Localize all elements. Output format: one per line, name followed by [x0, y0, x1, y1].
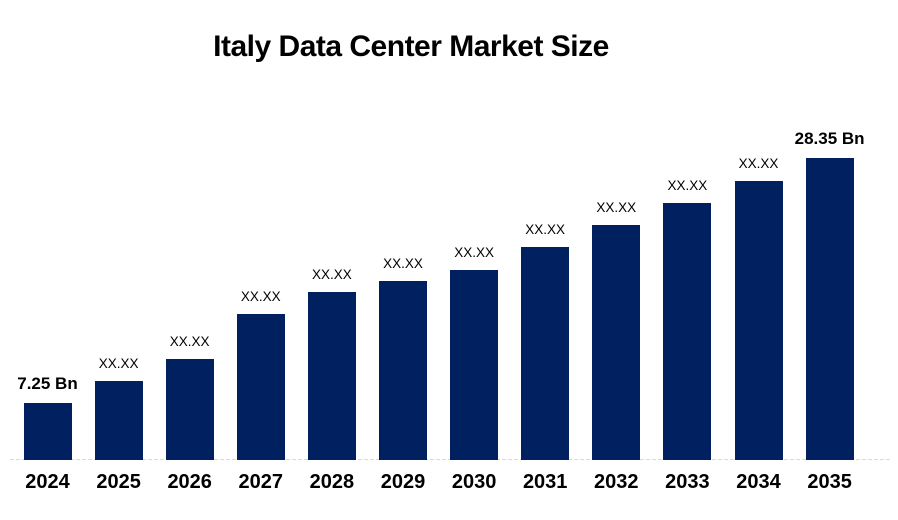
- bar-value-label-2030: XX.XX: [454, 244, 494, 260]
- bar-2035: [805, 158, 854, 460]
- x-axis-label-2027: 2027: [238, 471, 284, 493]
- bar-value-label-2032: XX.XX: [596, 199, 637, 215]
- bar-column-2031: XX.XX: [510, 221, 580, 460]
- bar-column-2024: 7.25 Bn: [13, 375, 83, 460]
- bar-value-label-2027: XX.XX: [240, 288, 281, 304]
- bar-column-2035: 28.35 Bn: [795, 130, 865, 460]
- bar-column-2032: XX.XX: [581, 199, 651, 460]
- x-axis-label-2032: 2032: [594, 471, 639, 493]
- bar-value-label-2033: XX.XX: [667, 177, 708, 193]
- bar-2028: [307, 292, 356, 460]
- bar-value-label-2025: XX.XX: [98, 355, 139, 371]
- bar-2032: [592, 225, 641, 460]
- bar-2025: [94, 381, 143, 460]
- bar-value-label-2035: 28.35 Bn: [794, 129, 865, 148]
- x-axis-label-2028: 2028: [309, 471, 355, 493]
- bar-value-label-2034: XX.XX: [738, 155, 779, 171]
- bar-2029: [379, 281, 427, 460]
- bar-value-label-2024: 7.25 Bn: [17, 374, 78, 393]
- x-axis-label-2034: 2034: [736, 471, 781, 493]
- bar-2033: [663, 203, 712, 460]
- chart-title: Italy Data Center Market Size: [213, 30, 609, 63]
- x-axis-label-2029: 2029: [380, 471, 426, 493]
- x-axis-label-2031: 2031: [522, 471, 568, 493]
- x-axis-label-2024: 2024: [25, 471, 70, 493]
- bar-column-2028: XX.XX: [297, 266, 367, 460]
- bar-column-2034: XX.XX: [724, 155, 794, 460]
- bar-value-label-2028: XX.XX: [312, 266, 352, 282]
- x-axis-line: [10, 459, 890, 460]
- bar-value-label-2029: XX.XX: [383, 255, 423, 271]
- x-axis-label-2033: 2033: [665, 471, 710, 493]
- x-axis-label-2030: 2030: [451, 471, 497, 493]
- bar-2024: [23, 403, 72, 460]
- bar-2027: [236, 314, 285, 460]
- bar-2034: [734, 181, 783, 460]
- bar-column-2030: XX.XX: [439, 244, 509, 460]
- bar-column-2029: XX.XX: [368, 255, 438, 460]
- x-axis-label-2035: 2035: [807, 471, 852, 493]
- x-axis-label-2026: 2026: [167, 471, 212, 493]
- bar-2031: [521, 247, 570, 460]
- bar-column-2025: XX.XX: [84, 355, 154, 460]
- bar-column-2026: XX.XX: [155, 333, 225, 460]
- bar-column-2027: XX.XX: [226, 288, 296, 460]
- bar-value-label-2031: XX.XX: [525, 221, 566, 237]
- x-axis-label-2025: 2025: [96, 471, 141, 493]
- bar-column-2033: XX.XX: [652, 177, 722, 460]
- bar-value-label-2026: XX.XX: [169, 333, 210, 349]
- bar-2026: [165, 359, 214, 460]
- bar-2030: [450, 270, 499, 460]
